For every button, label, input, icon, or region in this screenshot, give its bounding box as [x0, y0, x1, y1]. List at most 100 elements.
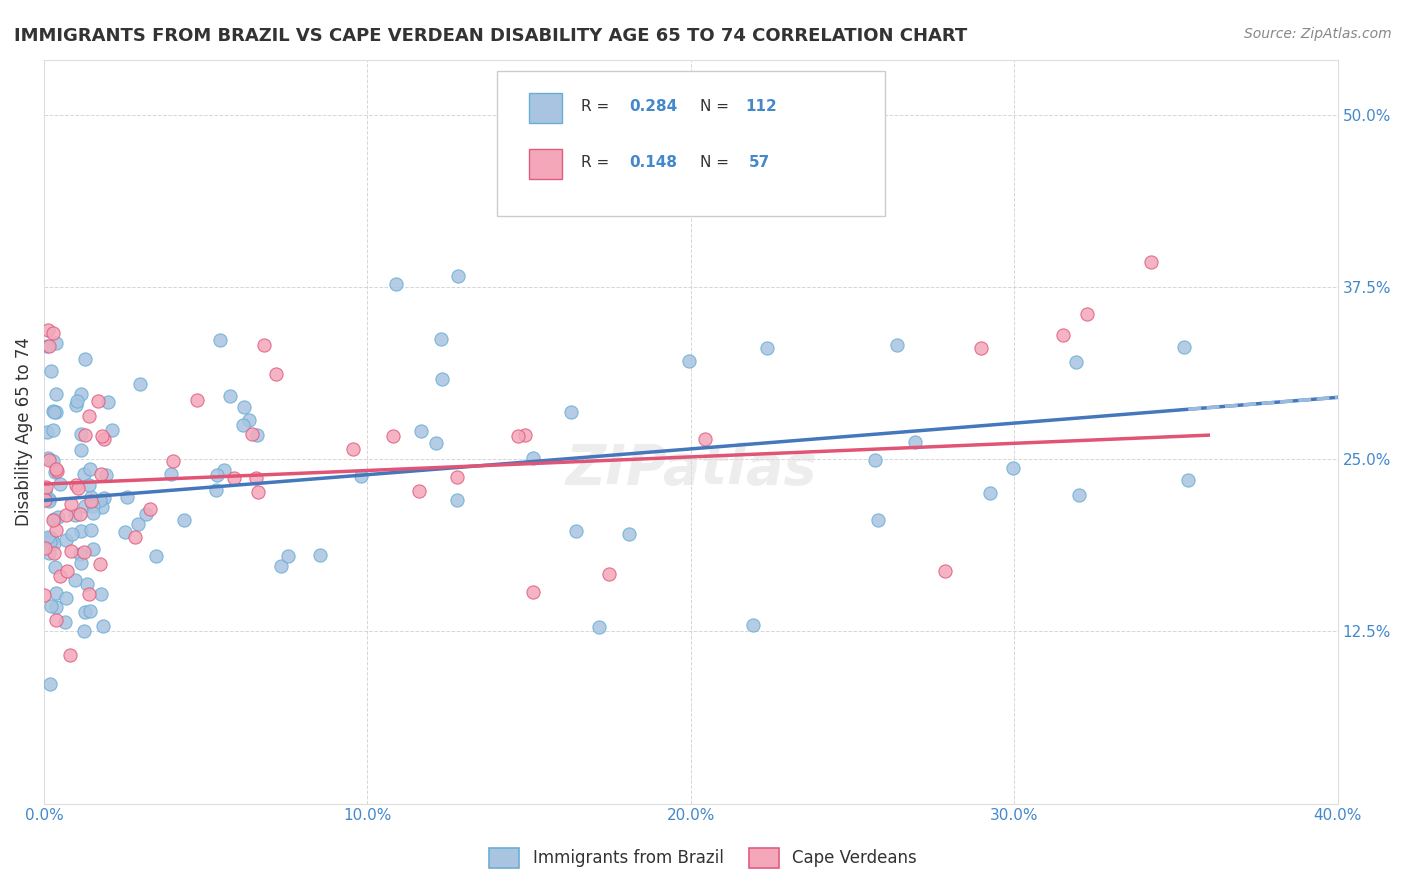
Point — [232, 417, 254, 432]
Point — [208, 333, 231, 347]
Point — [37, 450, 59, 465]
Point — [446, 470, 468, 484]
Point — [34, 493, 56, 508]
Point — [128, 376, 150, 391]
Point — [117, 490, 139, 504]
Point — [69, 548, 91, 562]
Point — [69, 556, 91, 570]
Point — [44, 405, 66, 419]
Point — [45, 336, 67, 351]
Point — [205, 483, 228, 497]
Point — [39, 363, 62, 377]
FancyBboxPatch shape — [496, 70, 884, 216]
Point — [45, 461, 67, 475]
Point — [79, 490, 101, 504]
Point — [619, 527, 641, 541]
Point — [224, 471, 246, 485]
Point — [66, 394, 89, 409]
Point — [80, 493, 103, 508]
Point — [1052, 328, 1074, 343]
Point — [79, 604, 101, 618]
Point — [308, 548, 330, 562]
Point — [159, 467, 181, 481]
Point — [42, 326, 65, 341]
Point — [39, 599, 62, 613]
Point — [38, 491, 60, 506]
Point — [76, 577, 98, 591]
Point — [75, 499, 97, 513]
Point — [45, 387, 67, 401]
Text: N =: N = — [700, 99, 734, 114]
Text: 0.148: 0.148 — [628, 155, 676, 169]
Text: Source: ZipAtlas.com: Source: ZipAtlas.com — [1244, 27, 1392, 41]
Point — [59, 544, 82, 558]
Point — [65, 398, 87, 412]
Point — [219, 389, 242, 403]
Point — [97, 395, 120, 409]
Point — [425, 436, 447, 450]
Point — [264, 367, 287, 381]
Point — [70, 443, 93, 458]
Point — [91, 500, 114, 514]
Point — [93, 433, 115, 447]
Point — [73, 605, 96, 619]
Point — [45, 613, 67, 627]
Point — [212, 463, 235, 477]
Point — [277, 549, 299, 564]
Point — [90, 467, 112, 482]
Point — [38, 676, 60, 690]
Point — [44, 560, 66, 574]
Point — [342, 442, 364, 457]
Point — [114, 524, 136, 539]
Point — [53, 615, 76, 629]
Point — [135, 507, 157, 521]
Point — [44, 546, 66, 560]
Point — [101, 423, 124, 437]
Point — [508, 429, 530, 443]
Point — [246, 428, 269, 442]
Point — [32, 588, 55, 602]
Point — [79, 523, 101, 537]
Point — [385, 277, 408, 292]
Point — [139, 501, 162, 516]
Point — [91, 619, 114, 633]
Text: R =: R = — [581, 99, 614, 114]
Point — [45, 523, 67, 537]
Point — [522, 450, 544, 465]
Point — [1076, 307, 1098, 321]
Point — [934, 564, 956, 578]
Point — [678, 354, 700, 368]
Point — [1139, 255, 1161, 269]
Point — [446, 268, 468, 283]
Point — [35, 339, 58, 353]
Point — [35, 425, 58, 439]
Point — [565, 524, 588, 538]
Point — [79, 462, 101, 476]
Point — [41, 533, 63, 547]
Point — [55, 508, 77, 522]
Point — [38, 452, 60, 467]
Point — [270, 559, 292, 574]
Point — [89, 557, 111, 571]
Text: 0.284: 0.284 — [628, 99, 678, 114]
FancyBboxPatch shape — [529, 149, 561, 178]
Point — [56, 564, 79, 578]
Point — [70, 387, 93, 401]
Point — [77, 409, 100, 423]
Point — [69, 507, 91, 521]
Point — [45, 586, 67, 600]
Point — [35, 480, 58, 494]
Point — [238, 413, 260, 427]
Text: IMMIGRANTS FROM BRAZIL VS CAPE VERDEAN DISABILITY AGE 65 TO 74 CORRELATION CHART: IMMIGRANTS FROM BRAZIL VS CAPE VERDEAN D… — [14, 27, 967, 45]
Point — [41, 404, 63, 418]
Point — [73, 467, 96, 482]
Legend: Immigrants from Brazil, Cape Verdeans: Immigrants from Brazil, Cape Verdeans — [482, 841, 924, 875]
Point — [430, 372, 453, 386]
Point — [39, 535, 62, 549]
Text: 57: 57 — [749, 155, 770, 169]
Point — [38, 546, 60, 560]
Point — [62, 526, 84, 541]
Point — [89, 493, 111, 508]
Point — [65, 573, 87, 587]
Point — [38, 494, 60, 508]
